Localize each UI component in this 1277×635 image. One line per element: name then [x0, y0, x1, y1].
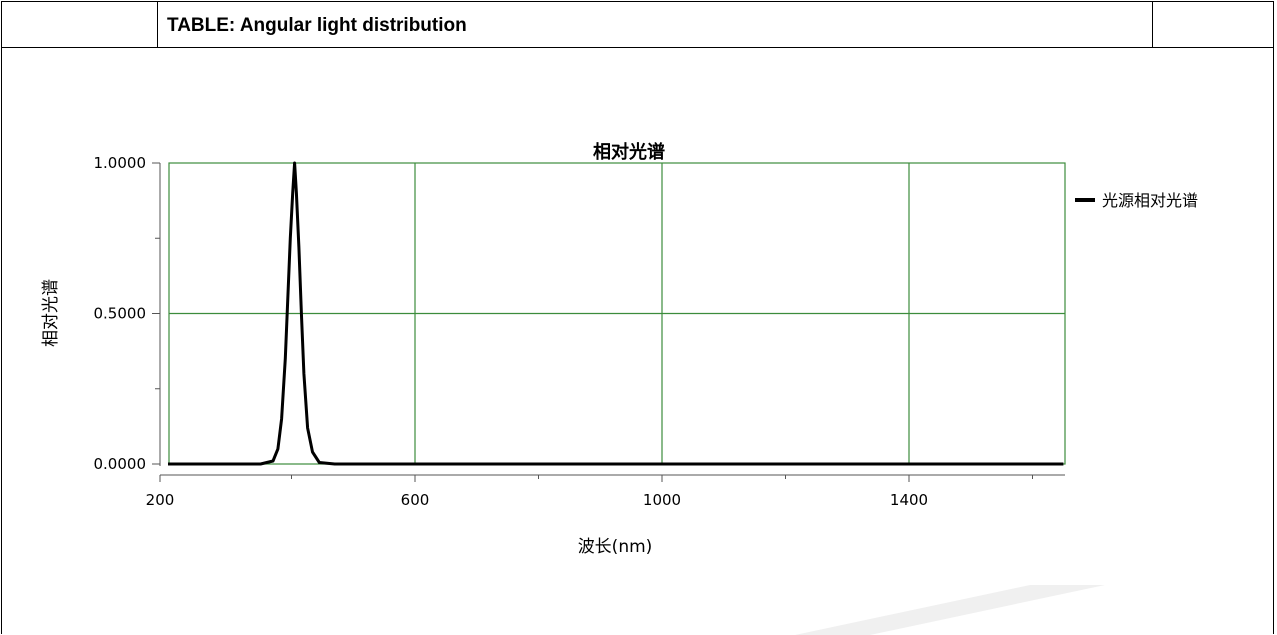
header-cell-title: TABLE: Angular light distribution	[158, 1, 1153, 47]
x-tick-label: 200	[146, 491, 175, 509]
x-tick-label: 600	[401, 491, 430, 509]
y-tick-label: 1.0000	[94, 154, 147, 172]
y-tick-label: 0.5000	[94, 305, 147, 323]
series-group	[168, 161, 1064, 466]
chart-title: 相对光谱	[593, 141, 665, 163]
grid	[168, 162, 1066, 465]
x-tick-label: 1000	[643, 491, 681, 509]
y-axis-ticks: 0.0000 0.5000 1.0000	[94, 154, 160, 473]
x-axis-ticks: 200 600 1000 1400	[146, 475, 1033, 509]
header-cell-left	[1, 1, 158, 47]
axes	[159, 163, 1065, 476]
table-header-row: TABLE: Angular light distribution	[1, 1, 1274, 48]
y-tick-label: 0.0000	[94, 455, 147, 473]
x-axis-label: 波长(nm)	[578, 537, 653, 557]
y-axis-label: 相对光谱	[41, 279, 61, 347]
table-title: TABLE: Angular light distribution	[167, 15, 467, 36]
series-line-0	[168, 161, 1064, 466]
x-tick-label: 1400	[890, 491, 928, 509]
legend: 光源相对光谱	[1075, 191, 1198, 210]
legend-label: 光源相对光谱	[1102, 191, 1198, 210]
